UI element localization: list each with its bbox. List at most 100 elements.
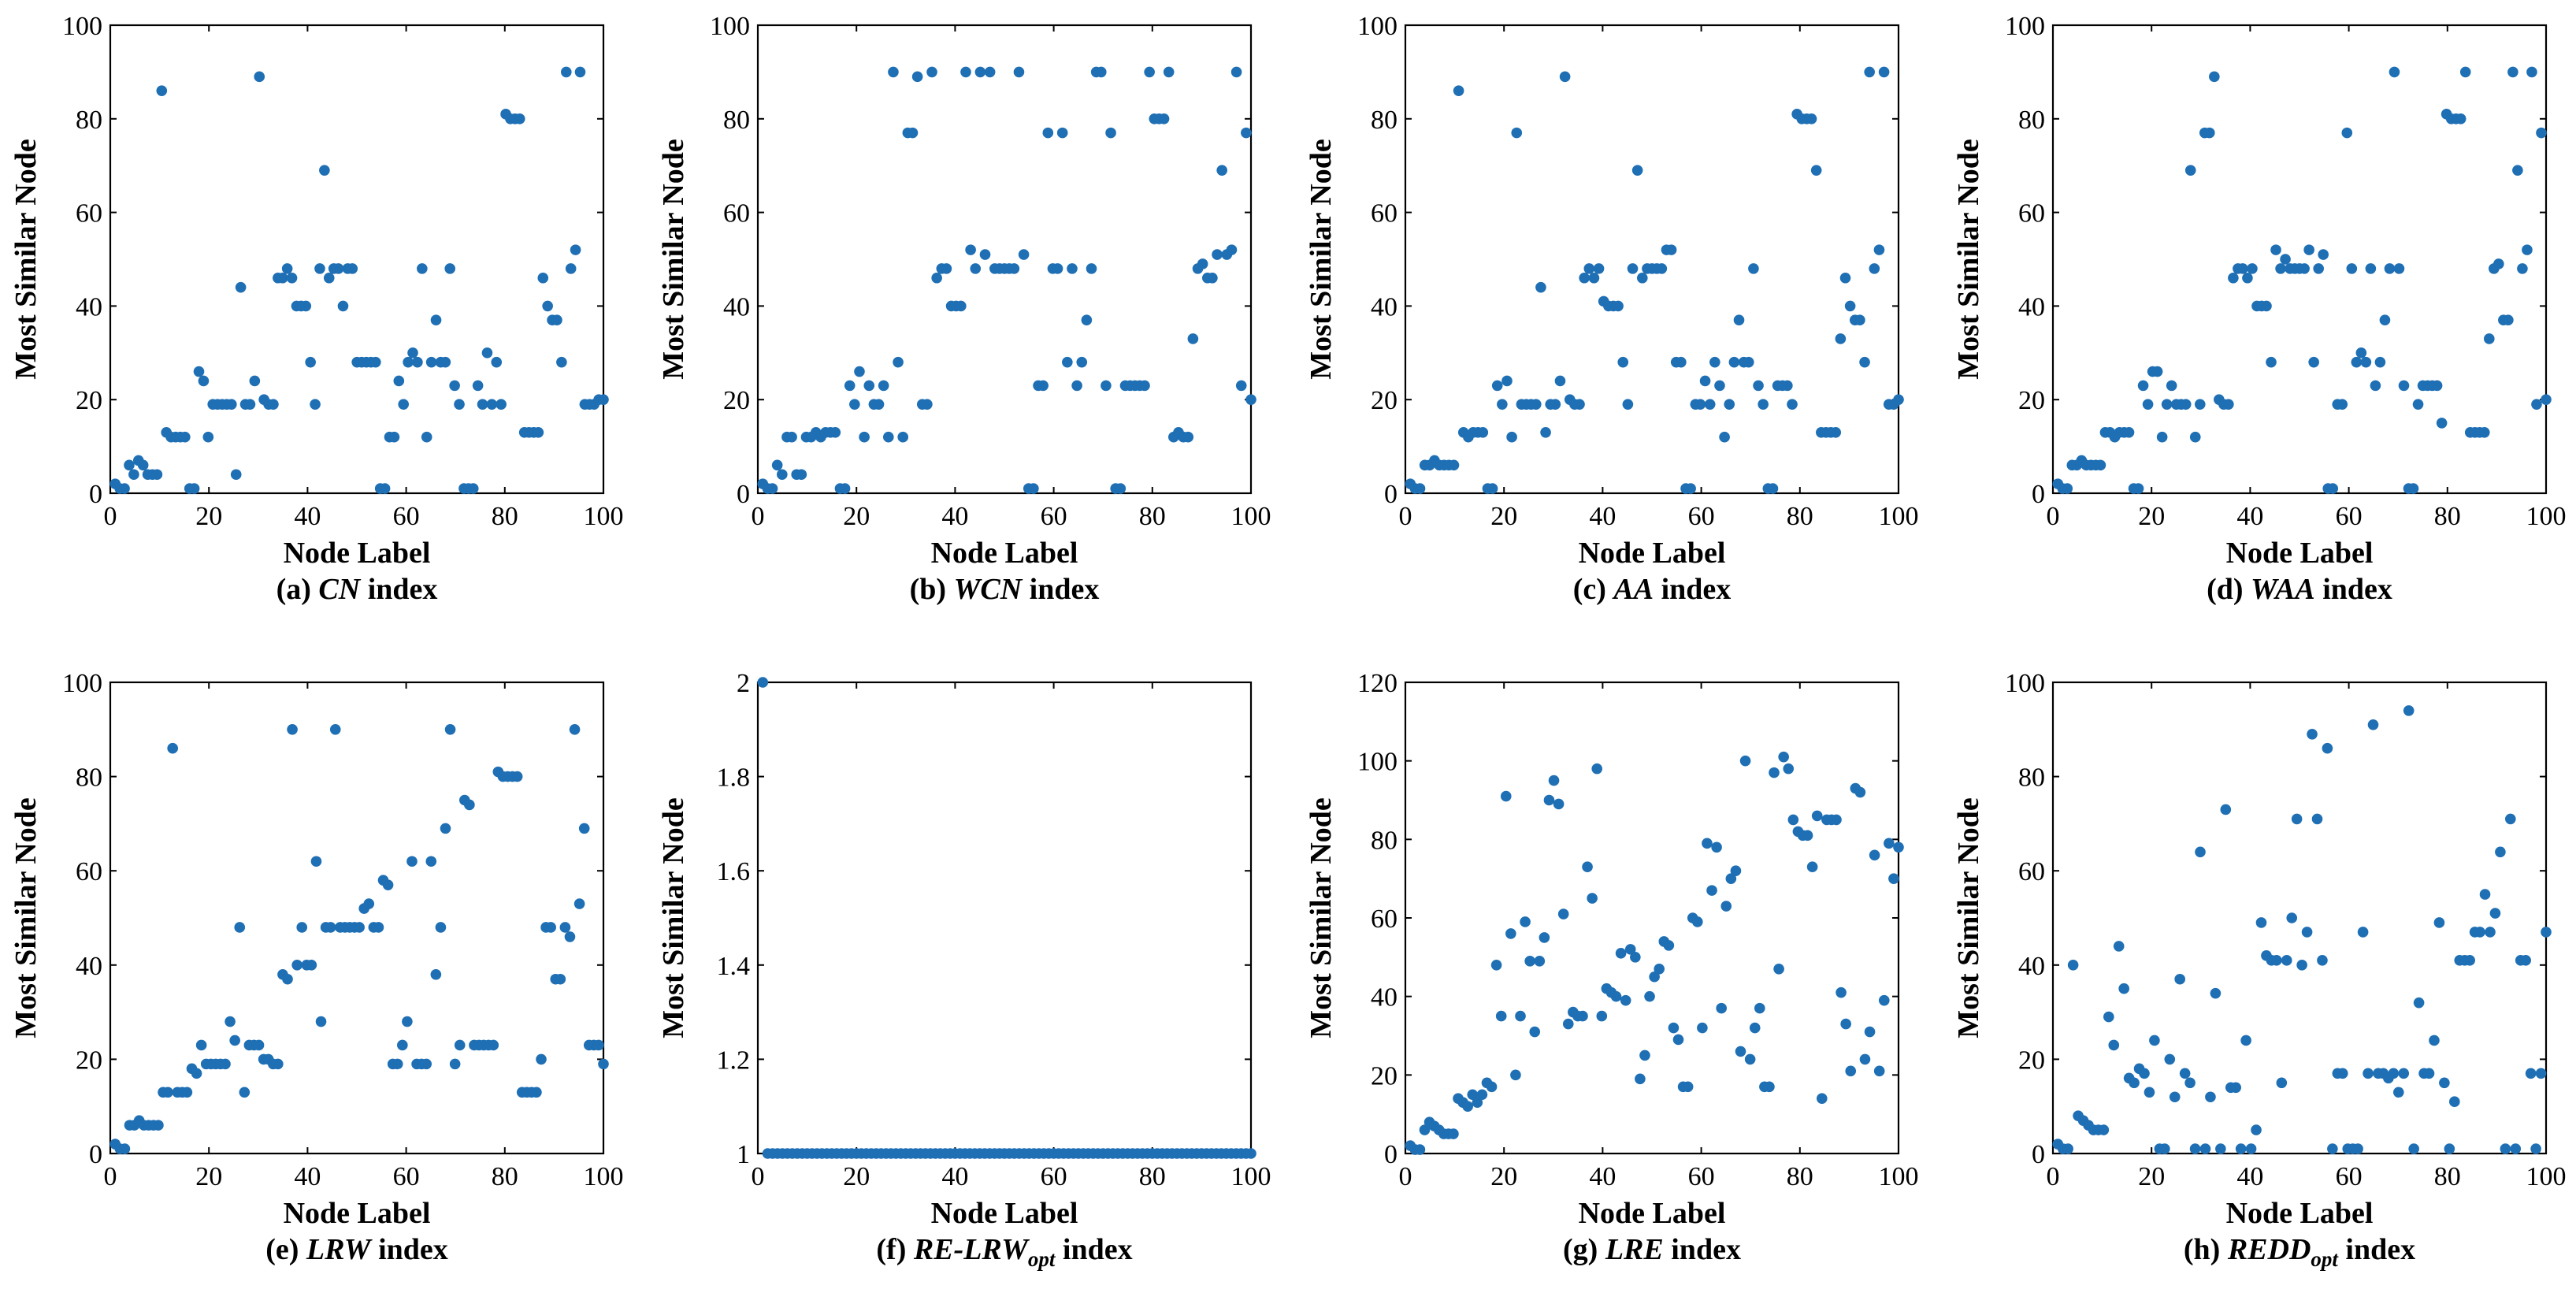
data-point xyxy=(1854,786,1866,798)
data-point xyxy=(533,426,544,438)
data-point xyxy=(198,375,210,387)
y-tick-label: 0 xyxy=(2032,480,2045,509)
x-tick-label: 0 xyxy=(752,1162,765,1191)
data-point xyxy=(777,469,788,481)
data-point xyxy=(124,459,135,471)
data-point xyxy=(306,960,317,971)
data-point xyxy=(873,399,885,410)
data-point xyxy=(291,960,303,971)
data-point xyxy=(786,431,797,443)
data-point xyxy=(2341,127,2353,139)
data-point xyxy=(1624,944,1636,955)
data-point xyxy=(1515,1010,1526,1022)
data-point xyxy=(2199,1143,2211,1154)
caption-prefix: (c) xyxy=(1573,573,1614,606)
data-point xyxy=(1769,767,1780,778)
data-point xyxy=(1235,380,1247,392)
x-tick-label: 20 xyxy=(843,502,870,531)
data-point xyxy=(2062,483,2073,494)
x-tick-label: 80 xyxy=(1787,1162,1813,1191)
data-point xyxy=(1491,380,1503,392)
data-point xyxy=(137,459,149,471)
caption-prefix: (d) xyxy=(2207,573,2251,606)
data-point xyxy=(545,922,556,933)
x-tick-label: 0 xyxy=(2047,502,2060,531)
y-tick-label: 100 xyxy=(2005,669,2045,698)
data-point xyxy=(2276,1077,2288,1089)
data-point xyxy=(2313,263,2324,274)
data-point xyxy=(1553,798,1565,810)
data-point xyxy=(573,898,585,909)
data-point xyxy=(2169,1091,2181,1103)
plot-area xyxy=(1404,681,1900,1155)
data-point xyxy=(2189,431,2201,443)
data-point xyxy=(1207,272,1218,284)
data-point xyxy=(1574,399,1585,410)
data-point xyxy=(2360,356,2372,368)
data-point xyxy=(2337,1068,2348,1079)
y-tick-label: 20 xyxy=(2018,1046,2045,1075)
data-point xyxy=(2149,1035,2160,1046)
data-point xyxy=(2522,244,2533,255)
x-axis-label: Node Label xyxy=(931,537,1078,570)
data-point xyxy=(1067,263,1078,274)
data-point xyxy=(2512,165,2523,176)
data-point xyxy=(2245,1143,2257,1154)
caption-index-name: WCN xyxy=(954,573,1023,606)
y-tick-label: 100 xyxy=(62,12,102,41)
data-point xyxy=(2205,1091,2216,1103)
data-point xyxy=(1831,814,1842,826)
data-point xyxy=(1787,814,1799,826)
x-tick-label: 20 xyxy=(1490,502,1517,531)
x-tick-label: 20 xyxy=(2138,1162,2165,1191)
data-point xyxy=(2337,399,2348,410)
data-point xyxy=(472,380,484,392)
data-point xyxy=(893,356,904,368)
x-axis-label: Node Label xyxy=(2226,537,2374,570)
data-point xyxy=(2307,728,2318,740)
data-point xyxy=(1497,399,1508,410)
data-point xyxy=(2123,426,2135,438)
x-axis-label: Node Label xyxy=(1579,1197,1726,1230)
data-point xyxy=(1245,1148,1256,1159)
data-point xyxy=(310,399,321,410)
data-point xyxy=(984,66,996,78)
y-tick-label: 20 xyxy=(1371,386,1397,415)
data-point xyxy=(2357,927,2369,938)
data-point xyxy=(1845,1065,1857,1077)
data-point xyxy=(1893,841,1904,853)
data-point xyxy=(551,314,562,326)
data-point xyxy=(2280,254,2291,265)
subplot-6: 0 20 40 60 80 100 1 1.2 1.4 1.6 1.8 2 Node Label Most… xyxy=(657,669,1271,1271)
y-tick-label: 40 xyxy=(723,292,750,321)
data-point xyxy=(1486,1081,1498,1093)
data-point xyxy=(1230,66,1242,78)
data-point xyxy=(1501,375,1513,387)
caption-prefix: (f) xyxy=(876,1233,913,1266)
y-tick-label: 40 xyxy=(76,292,102,321)
data-point xyxy=(1627,263,1639,274)
data-point xyxy=(1226,244,1238,255)
data-point xyxy=(1697,1022,1708,1034)
data-point xyxy=(578,823,590,834)
data-point xyxy=(849,399,860,410)
data-point xyxy=(1806,861,1818,873)
data-point xyxy=(1062,356,1073,368)
x-tick-label: 0 xyxy=(104,502,117,531)
data-point xyxy=(911,71,923,83)
data-point xyxy=(2448,1096,2460,1108)
data-point xyxy=(162,1087,173,1098)
x-tick-label: 60 xyxy=(1041,1162,1067,1191)
data-point xyxy=(1692,916,1703,927)
data-point xyxy=(1554,375,1566,387)
x-tick-label: 20 xyxy=(195,1162,222,1191)
subplot-7: 0 20 40 60 80 100 0 20 40 60 80 100 120 Node Label Mos… xyxy=(1305,669,1919,1266)
data-point xyxy=(392,1058,403,1070)
y-tick-label: 2 xyxy=(737,669,750,698)
y-tick-label: 100 xyxy=(62,669,102,698)
data-point xyxy=(2223,399,2234,410)
data-point xyxy=(2455,113,2467,124)
caption-suffix: index xyxy=(1654,573,1731,606)
y-tick-label: 60 xyxy=(1371,905,1397,934)
